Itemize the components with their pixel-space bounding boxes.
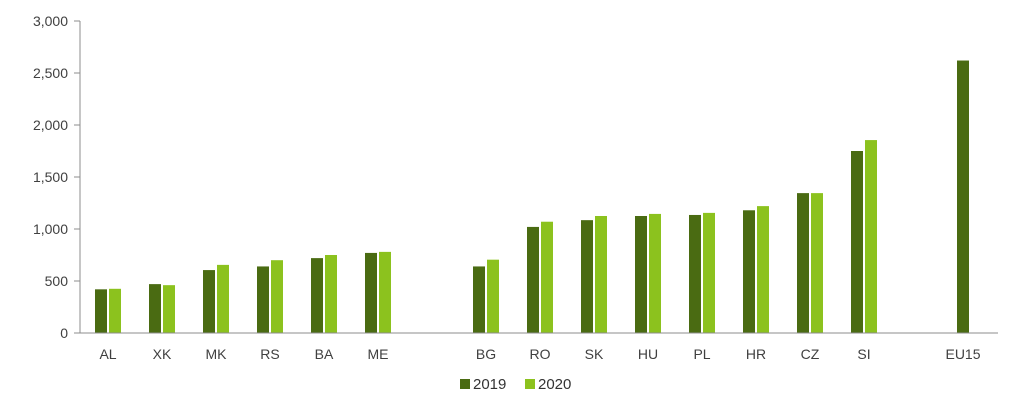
bar-al-2019 — [95, 289, 107, 333]
bar-pl-2020 — [703, 212, 715, 333]
x-axis: AL XK MK RS BA ME BG RO SK HU PL HR CZ SI EU15 — [80, 332, 998, 362]
bar-ro-2020 — [541, 221, 553, 333]
x-tick-label: SI — [857, 346, 870, 362]
y-tick-label: 2,500 — [33, 65, 68, 81]
bar-eu15-2019 — [957, 60, 969, 334]
bar-ba-2020 — [325, 255, 337, 333]
x-tick-label: BA — [315, 346, 334, 362]
y-tick-label: 500 — [45, 273, 69, 289]
x-tick-label: HU — [638, 346, 658, 362]
legend: 2019 2020 — [460, 376, 571, 393]
x-tick-label: RO — [530, 346, 551, 362]
y-tick-label: 1,000 — [33, 221, 68, 237]
bar-rs-2020 — [271, 260, 283, 333]
bar-group — [95, 60, 969, 334]
bar-me-2019 — [365, 252, 377, 333]
bar-hu-2020 — [649, 213, 661, 333]
bar-si-2020 — [865, 140, 877, 333]
legend-label-2020: 2020 — [538, 376, 571, 393]
x-tick-label: EU15 — [945, 346, 980, 362]
x-tick-label: MK — [206, 346, 228, 362]
legend-label-2019: 2019 — [473, 376, 506, 393]
bar-xk-2019 — [149, 284, 161, 333]
x-tick-label: HR — [746, 346, 766, 362]
bar-sk-2019 — [581, 220, 593, 333]
bar-mk-2020 — [217, 264, 229, 333]
bar-sk-2020 — [595, 216, 607, 333]
x-tick-label: ME — [368, 346, 389, 362]
bar-ro-2019 — [527, 226, 539, 333]
bar-cz-2019 — [797, 193, 809, 333]
x-tick-label: BG — [476, 346, 496, 362]
y-tick-label: 1,500 — [33, 169, 68, 185]
bar-cz-2020 — [811, 193, 823, 333]
x-tick-label: SK — [585, 346, 604, 362]
legend-swatch-2019 — [460, 379, 470, 389]
x-tick-label: RS — [260, 346, 279, 362]
bar-hr-2019 — [743, 210, 755, 333]
y-tick-label: 0 — [60, 325, 68, 341]
bar-pl-2019 — [689, 214, 701, 333]
bar-hu-2019 — [635, 216, 647, 333]
bar-rs-2019 — [257, 266, 269, 333]
x-tick-label: AL — [99, 346, 116, 362]
bar-ba-2019 — [311, 258, 323, 333]
bar-si-2019 — [851, 151, 863, 333]
x-tick-label: CZ — [801, 346, 820, 362]
y-tick-label: 2,000 — [33, 117, 68, 133]
x-tick-label: XK — [153, 346, 172, 362]
bar-hr-2020 — [757, 206, 769, 333]
bar-bg-2020 — [487, 259, 499, 333]
x-tick-label: PL — [693, 346, 710, 362]
bar-al-2020 — [109, 288, 121, 333]
y-tick-label: 3,000 — [33, 13, 68, 29]
legend-swatch-2020 — [525, 379, 535, 389]
bar-bg-2019 — [473, 266, 485, 333]
bar-xk-2020 — [163, 285, 175, 333]
bar-mk-2019 — [203, 270, 215, 333]
bar-me-2020 — [379, 251, 391, 333]
y-axis: 0 500 1,000 1,500 2,000 2,500 3,000 — [33, 13, 81, 341]
